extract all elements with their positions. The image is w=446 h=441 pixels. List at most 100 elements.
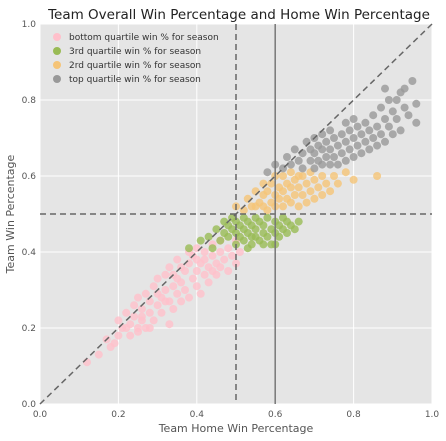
y-tick-label: 0.8 [22,96,37,106]
data-point [259,202,268,211]
data-point [353,122,362,131]
x-tick-label: 0.0 [33,410,48,420]
x-tick-label: 0.6 [268,410,283,420]
data-point [200,270,209,279]
data-point [122,308,131,317]
data-point [192,255,201,264]
x-axis-ticks: 0.0 0.2 0.4 0.6 0.8 1.0 [33,410,440,420]
data-point [263,187,272,196]
data-point [392,96,401,104]
data-point [192,267,201,275]
data-point [224,232,233,241]
data-point [239,236,248,245]
chart-title: Team Overall Win Percentage and Home Win… [47,7,430,23]
data-point [181,286,189,294]
data-point [200,248,209,256]
data-point [369,134,378,142]
data-point [349,175,358,184]
data-point [310,164,319,173]
data-point [185,293,193,302]
data-point [294,156,303,165]
data-point [208,267,217,275]
data-point [126,331,135,340]
data-point [337,149,346,158]
data-point [294,183,303,192]
data-point [326,187,335,196]
data-point [302,198,311,207]
data-point [137,305,146,313]
data-point [322,137,331,146]
data-point [134,324,142,332]
legend-label: bottom quartile win % for season [69,33,219,43]
data-point [220,255,229,264]
data-point [130,301,139,310]
x-tick-label: 0.4 [190,410,205,420]
legend-label: 2rd quartile win % for season [69,61,201,71]
data-point [298,164,307,173]
data-point [283,229,291,237]
data-point [192,282,201,291]
data-point [137,312,146,321]
data-point [322,179,331,188]
data-point [216,248,225,256]
legend-marker [53,75,61,83]
data-point [318,172,327,180]
data-point [185,244,193,253]
data-point [381,137,389,146]
data-point [243,244,252,253]
data-point [235,248,244,256]
data-point [263,232,272,241]
data-point [267,179,276,188]
data-point [232,259,240,268]
data-point [314,183,323,192]
data-point [251,202,260,211]
y-tick-label: 0.6 [22,172,37,182]
data-point [322,153,331,161]
data-point [185,259,193,268]
data-point [326,145,335,154]
data-point [326,160,335,169]
data-point [165,320,174,329]
data-point [330,134,338,142]
data-point [361,118,370,127]
data-point [333,141,342,150]
data-point [306,156,315,165]
data-point [294,217,303,226]
data-point [357,149,366,158]
x-tick-label: 0.8 [346,410,361,420]
data-point [341,118,350,127]
data-point [259,240,268,249]
data-point [345,126,354,135]
data-point [169,305,178,313]
data-point [161,270,170,279]
data-point [330,172,338,180]
data-point [208,251,217,260]
y-tick-label: 0.0 [22,400,37,410]
data-point [341,137,350,146]
data-point [381,115,389,123]
data-point [341,168,350,177]
data-point [286,168,295,177]
data-point [294,202,303,211]
data-point [392,115,401,123]
data-point [196,236,205,245]
data-point [134,293,142,302]
y-tick-label: 0.4 [22,248,37,258]
data-point [275,232,284,241]
data-point [153,301,162,310]
data-point [247,232,256,241]
legend-marker [53,47,61,55]
data-point [345,145,354,154]
data-point [263,213,272,222]
data-point [279,202,287,211]
data-point [388,107,397,116]
data-point [400,84,409,93]
data-point [216,236,225,245]
legend: bottom quartile win % for season 3rd quar… [53,33,219,85]
legend-label: top quartile win % for season [69,75,201,85]
data-point [114,331,123,340]
data-point [377,130,385,139]
x-tick-label: 1.0 [425,410,440,420]
y-tick-label: 1.0 [22,20,37,30]
data-point [361,137,370,146]
